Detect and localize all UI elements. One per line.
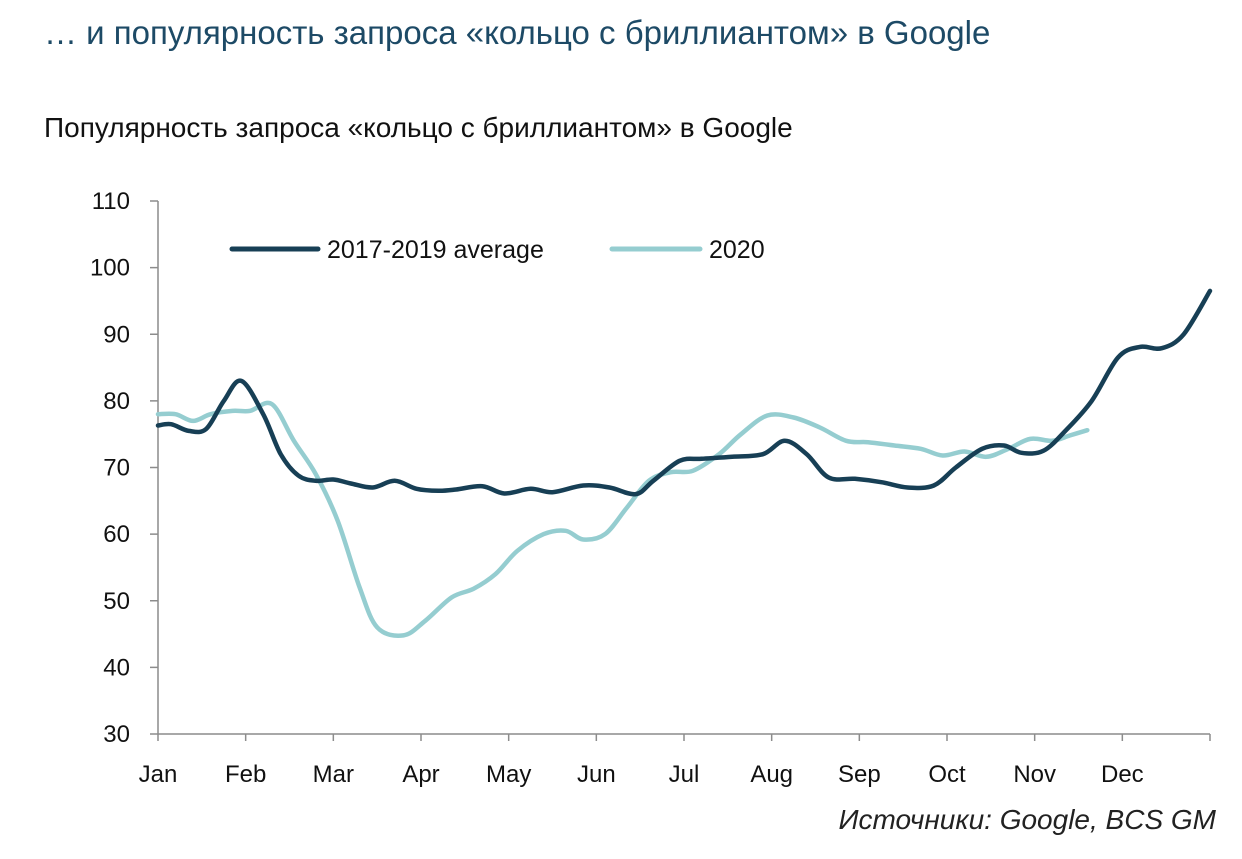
chart-legend: 2017-2019 average 2020: [229, 236, 765, 264]
y-tick-label: 110: [92, 188, 130, 215]
legend-label-0: 2017-2019 average: [327, 236, 544, 264]
x-tick-label: Aug: [750, 761, 793, 788]
y-tick-label: 70: [103, 455, 130, 482]
x-tick-label: Nov: [1013, 761, 1056, 788]
y-tick-label: 50: [103, 588, 130, 615]
y-tick-label: 90: [103, 321, 130, 348]
x-tick-label: Dec: [1101, 761, 1144, 788]
legend-label-1: 2020: [709, 236, 765, 264]
x-tick-label: Mar: [313, 761, 354, 788]
x-tick-label: Jun: [577, 761, 616, 788]
y-tick-label: 30: [103, 721, 130, 748]
source-note: Источники: Google, BCS GM: [838, 804, 1216, 835]
y-tick-label: 80: [103, 388, 130, 415]
x-tick-label: May: [486, 761, 531, 788]
chart-title: Популярность запроса «кольцо с бриллиант…: [44, 112, 793, 143]
x-tick-label: Jul: [669, 761, 700, 788]
chart-series: [155, 288, 1213, 638]
series-line-0: [155, 288, 1213, 497]
x-tick-label: Feb: [225, 761, 266, 788]
series-line-1: [155, 400, 1090, 638]
x-tick-label: Oct: [928, 761, 966, 788]
slide-title: … и популярность запроса «кольцо с брилл…: [44, 14, 991, 51]
y-tick-label: 60: [103, 521, 130, 548]
x-tick-label: Apr: [402, 761, 439, 788]
x-tick-label: Sep: [838, 761, 881, 788]
y-tick-label: 100: [90, 255, 130, 282]
y-tick-label: 40: [103, 654, 130, 681]
chart-axes: 30 40 50 60 70 80 90 100 110 Jan Feb Mar Apr May Jun Ju…: [90, 188, 1211, 788]
x-tick-label: Jan: [139, 761, 178, 788]
